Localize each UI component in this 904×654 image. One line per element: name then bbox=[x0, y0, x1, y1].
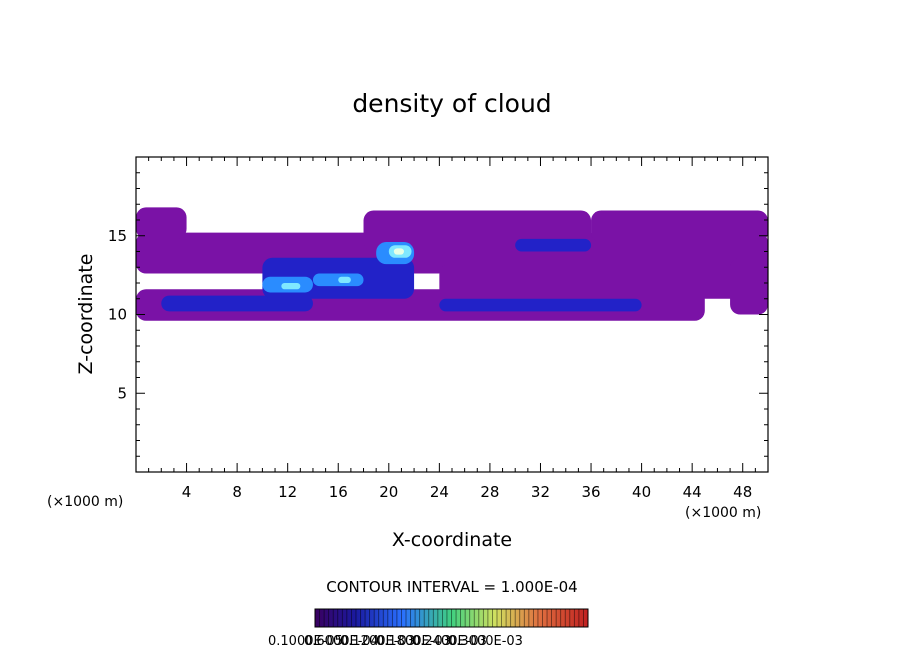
x-axis-ticks: 4 8 12 16 20 24 28 32 36 40 44 48 bbox=[148, 157, 756, 501]
colorbar-label: 0.1000E-05 bbox=[268, 634, 343, 649]
cloud-field bbox=[136, 207, 768, 321]
cloud-region-mid_low bbox=[515, 238, 592, 252]
y-axis-label: Z-coordinate bbox=[75, 254, 97, 375]
x-tick-label: 8 bbox=[232, 483, 242, 501]
colorbar-label: 0.1800E-03 bbox=[376, 634, 451, 649]
cloud-region-mid_low bbox=[439, 298, 642, 312]
cloud-region-high bbox=[338, 276, 351, 283]
colorbar-stripes bbox=[319, 609, 584, 627]
x-tick-label: 44 bbox=[683, 483, 702, 501]
y-tick-label: 10 bbox=[108, 306, 127, 324]
y-tick-label: 5 bbox=[117, 384, 127, 402]
x-tick-label: 28 bbox=[480, 483, 499, 501]
colorbar-labels: 0.1000E-050.6000E-040.1200E-030.1800E-03… bbox=[268, 634, 523, 649]
colorbar-label: 0.3000E-03 bbox=[448, 634, 523, 649]
colorbar-label: 0.1200E-03 bbox=[340, 634, 415, 649]
chart-title: density of cloud bbox=[352, 89, 551, 118]
colorbar-label: 0.2400E-03 bbox=[412, 634, 487, 649]
cloud-region-low bbox=[591, 210, 768, 243]
x-tick-label: 12 bbox=[278, 483, 297, 501]
y-tick-label: 15 bbox=[108, 227, 127, 245]
x-tick-label: 36 bbox=[581, 483, 600, 501]
x-tick-label: 16 bbox=[329, 483, 348, 501]
contour-interval: CONTOUR INTERVAL = 1.000E-04 bbox=[326, 578, 577, 596]
x-unit-left: (×1000 m) bbox=[47, 494, 123, 510]
cloud-region-mid_low bbox=[161, 295, 313, 312]
cloud-region-peak bbox=[393, 248, 404, 255]
y-axis-ticks: 5 10 15 bbox=[108, 172, 768, 457]
cloud-region-low bbox=[730, 257, 768, 315]
cloud-region-low bbox=[136, 207, 187, 239]
x-tick-label: 4 bbox=[182, 483, 192, 501]
cloud-region-high bbox=[281, 283, 301, 290]
x-axis-label: X-coordinate bbox=[392, 529, 512, 551]
colorbar-label: 0.6000E-04 bbox=[304, 634, 379, 649]
x-tick-label: 24 bbox=[430, 483, 449, 501]
x-unit-right: (×1000 m) bbox=[685, 505, 761, 521]
x-tick-label: 40 bbox=[632, 483, 651, 501]
x-tick-label: 48 bbox=[733, 483, 752, 501]
x-tick-label: 32 bbox=[531, 483, 550, 501]
colorbar: 0.1000E-050.6000E-040.1200E-030.1800E-03… bbox=[268, 608, 589, 649]
x-tick-label: 20 bbox=[379, 483, 398, 501]
cloud-region-low bbox=[439, 264, 768, 299]
